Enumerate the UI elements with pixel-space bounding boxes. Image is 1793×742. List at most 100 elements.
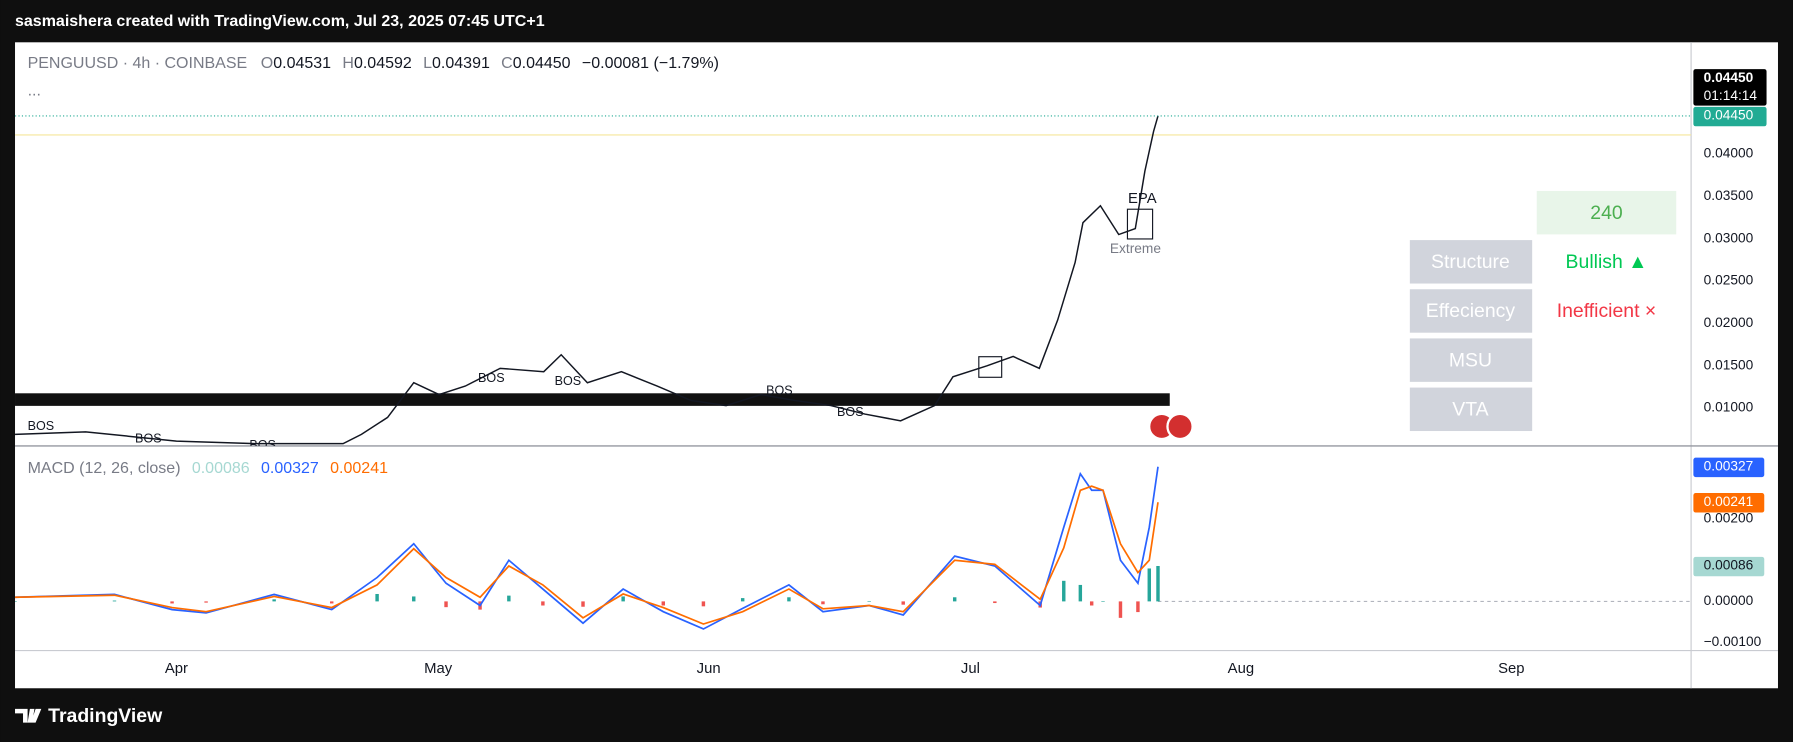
value-badge <box>1693 556 1765 577</box>
histogram-bar <box>204 601 208 603</box>
status-panel: 240 Structure Effeciency MSU VTA Bullish… <box>1409 190 1677 432</box>
histogram-bar <box>661 601 666 606</box>
ohlc-key: O <box>261 55 273 72</box>
annotation: BOS <box>249 438 276 452</box>
row-status: Bullish ▲ <box>1566 251 1648 273</box>
annotation: BOS <box>766 383 793 397</box>
histogram-bar <box>867 601 871 602</box>
histogram-bar <box>1101 601 1105 602</box>
y-tick-label: 0.01500 <box>1704 357 1754 372</box>
histogram-bar <box>272 599 276 602</box>
histogram-bar <box>1062 580 1066 602</box>
price-line <box>15 115 1159 445</box>
value-badge <box>1693 493 1765 513</box>
y-tick-label: 0.03000 <box>1704 230 1754 245</box>
y-tick-label: 0.03500 <box>1704 188 1754 203</box>
histogram-bar <box>821 601 825 605</box>
row-status: Inefficient × <box>1557 300 1657 322</box>
histogram-bar <box>1089 601 1094 606</box>
histogram-bar <box>1136 601 1140 613</box>
label-cluster <box>15 393 1170 406</box>
price-badge <box>1693 69 1767 106</box>
x-tick-label: Jul <box>961 661 980 677</box>
histogram-bar <box>541 601 545 606</box>
y-tick-label: 0.02000 <box>1704 315 1754 330</box>
ohlc-key: H <box>342 55 354 72</box>
y-tick-label: −0.00100 <box>1704 634 1762 649</box>
histogram-bar <box>581 601 585 607</box>
countdown: 01:14:14 <box>1704 88 1758 103</box>
brand: TradingView <box>48 705 163 727</box>
histogram-bar <box>740 598 745 602</box>
row-label: MSU <box>1449 349 1492 371</box>
histogram-bar <box>1078 584 1083 602</box>
histogram-bar <box>330 601 334 604</box>
histogram-bar <box>412 596 416 602</box>
annotation: BOS <box>28 419 55 433</box>
histogram-bar <box>170 601 174 604</box>
price-change: −0.00081 (−1.79%) <box>582 55 719 72</box>
more: ... <box>28 83 41 100</box>
row-label: Structure <box>1431 251 1510 273</box>
histogram-bar <box>621 596 625 602</box>
value-badge-label: 0.00327 <box>1704 458 1754 473</box>
legend-value: 0.00241 <box>330 460 388 477</box>
annotation: BOS <box>555 374 582 388</box>
macd-plot <box>15 466 1692 630</box>
last-price-label: 0.04450 <box>1704 108 1754 123</box>
histogram-bar <box>1118 601 1123 618</box>
ohlc-value: 0.04531 <box>273 55 331 72</box>
row-box <box>1409 289 1533 333</box>
last-price-box <box>1693 106 1767 127</box>
annotation: Extreme <box>1110 241 1161 256</box>
ohlc-value: 0.04592 <box>354 55 412 72</box>
row-label: VTA <box>1452 399 1488 421</box>
y-tick-label: 0.04000 <box>1704 146 1754 161</box>
histogram-bar <box>112 600 117 602</box>
price-badge-label: 0.04450 <box>1704 70 1754 85</box>
histogram-bar <box>15 601 17 602</box>
ohlc-value: 0.04450 <box>513 55 571 72</box>
symbol: PENGUUSD · 4h · COINBASE <box>28 55 248 72</box>
caption: sasmaishera created with TradingView.com… <box>15 13 545 30</box>
histogram-bar <box>952 597 957 602</box>
legend-value: 0.00086 <box>192 460 250 477</box>
macd-line <box>15 485 1159 625</box>
zone-box <box>978 356 1003 378</box>
histogram-bar <box>701 601 706 607</box>
x-tick-label: Jun <box>697 661 721 677</box>
histogram-bar <box>993 601 997 604</box>
legend-value: 0.00327 <box>261 460 319 477</box>
row-label: Effeciency <box>1426 300 1516 322</box>
macd-title: MACD (12, 26, close) <box>28 460 181 477</box>
annotation: BOS <box>837 405 864 419</box>
x-tick-label: Sep <box>1498 661 1524 677</box>
row-box <box>1409 338 1533 382</box>
ohlc-value: 0.04391 <box>432 55 490 72</box>
ohlc-key: L <box>423 55 432 72</box>
timeframe-box <box>1536 190 1677 235</box>
histogram-bar <box>507 595 511 602</box>
logo <box>15 708 42 723</box>
ohlc-key: C <box>501 55 513 72</box>
histogram-bar <box>375 593 379 602</box>
y-tick-label: 0.00200 <box>1704 511 1754 526</box>
histogram-bar <box>1147 568 1151 602</box>
event-flag <box>1166 412 1194 441</box>
x-tick-label: May <box>424 661 453 677</box>
x-tick-label: Aug <box>1228 661 1254 677</box>
price-plot: BOS BOS BOS BOS BOS BOS BOS EPA Extreme <box>15 115 1161 452</box>
zone-box <box>1126 208 1154 240</box>
value-badge <box>1693 457 1765 478</box>
x-tick-label: Apr <box>165 661 188 677</box>
annotation: BOS <box>478 371 505 385</box>
macd-legend: MACD (12, 26, close) 0.00086 0.00327 0.0… <box>28 460 389 477</box>
symbol-legend: PENGUUSD · 4h · COINBASE O0.04531 H0.045… <box>28 55 719 72</box>
row-box <box>1409 387 1533 432</box>
annotation: EPA <box>1128 191 1157 207</box>
histogram-bar <box>901 601 905 605</box>
row-box <box>1409 240 1533 284</box>
y-tick-label: 0.01000 <box>1704 400 1754 415</box>
